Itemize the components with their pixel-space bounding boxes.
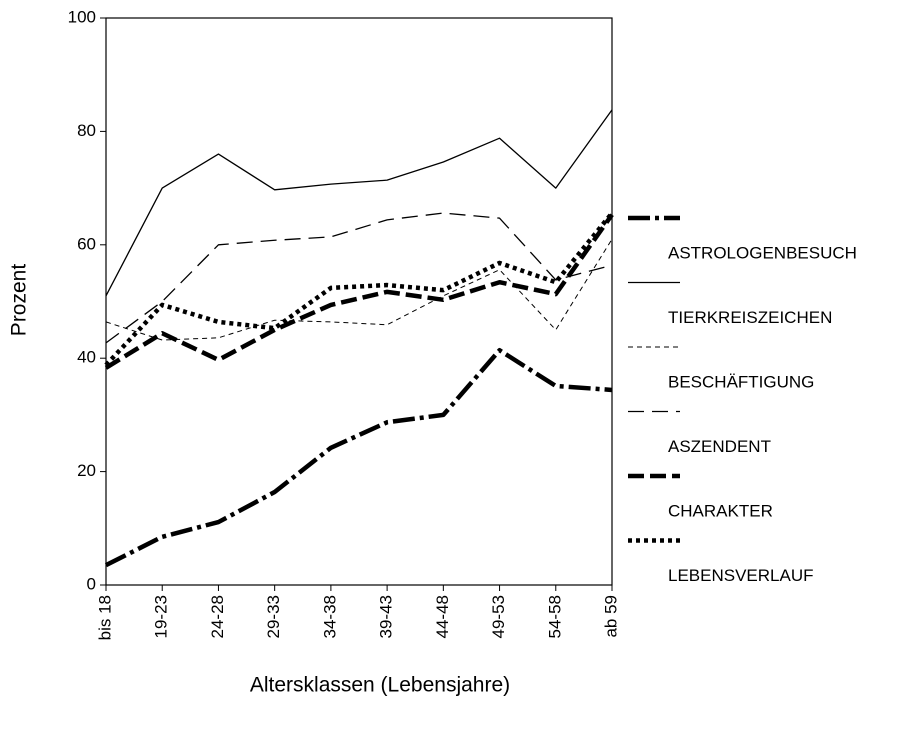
y-axis-label: Prozent <box>8 264 31 337</box>
x-tick-label: 34-38 <box>320 595 339 638</box>
legend-label: BESCHÄFTIGUNG <box>668 372 814 391</box>
series-line <box>104 213 614 370</box>
legend-label: ASZENDENT <box>668 437 771 456</box>
x-tick-label: 39-43 <box>377 595 396 638</box>
x-tick-label: 54-58 <box>545 595 564 638</box>
legend-label: LEBENSVERLAUF <box>668 566 814 585</box>
x-tick-label: ab 59 <box>601 595 620 638</box>
series-line <box>105 109 613 297</box>
legend-label: ASTROLOGENBESUCH <box>668 243 857 262</box>
x-tick-label: bis 18 <box>95 595 114 640</box>
x-tick-label: 19-23 <box>152 595 171 638</box>
legend-label: TIERKREISZEICHEN <box>668 308 832 327</box>
x-tick-label: 44-48 <box>433 595 452 638</box>
y-tick-label: 80 <box>77 121 96 140</box>
y-tick-label: 20 <box>77 461 96 480</box>
series-line <box>105 238 613 341</box>
x-tick-label: 29-33 <box>264 595 283 638</box>
legend-label: CHARAKTER <box>668 501 773 520</box>
x-axis-label: Altersklassen (Lebensjahre) <box>250 674 510 697</box>
y-tick-label: 100 <box>68 7 96 26</box>
x-tick-label: 49-53 <box>489 595 508 638</box>
plot-frame <box>105 17 613 586</box>
y-tick-label: 40 <box>77 348 96 367</box>
y-tick-label: 0 <box>87 574 96 593</box>
series-line <box>105 212 613 344</box>
y-tick-label: 60 <box>77 234 96 253</box>
x-tick-label: 24-28 <box>208 595 227 638</box>
series-line <box>104 348 613 568</box>
